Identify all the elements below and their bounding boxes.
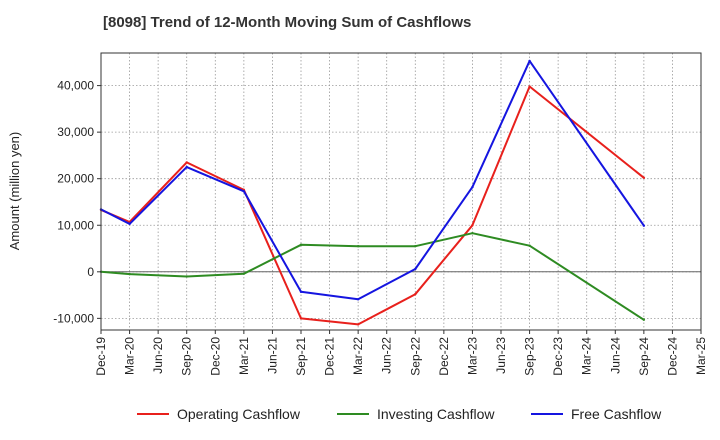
x-tick-label: Sep-22 bbox=[408, 337, 422, 376]
x-tick-label: Sep-23 bbox=[523, 337, 537, 376]
series-point-1 bbox=[414, 245, 417, 248]
x-tick-label: Dec-19 bbox=[94, 337, 108, 376]
series-point-0 bbox=[414, 292, 417, 296]
x-tick-label: Dec-21 bbox=[323, 337, 337, 376]
y-axis-title: Amount (million yen) bbox=[7, 132, 22, 251]
series-point-0 bbox=[356, 323, 360, 326]
legend: Operating Cashflow Investing Cashflow Free… bbox=[137, 406, 662, 422]
x-tick-label: Jun-23 bbox=[494, 337, 508, 374]
x-tick-label: Sep-24 bbox=[637, 337, 651, 376]
x-tick-label: Sep-20 bbox=[180, 337, 194, 376]
x-tick-label: Dec-20 bbox=[208, 337, 222, 376]
series-point-0 bbox=[528, 85, 531, 88]
series-point-1 bbox=[642, 318, 646, 321]
series-point-1 bbox=[185, 275, 188, 278]
x-tick-label: Jun-21 bbox=[265, 337, 279, 374]
x-tick-label: Jun-20 bbox=[151, 337, 165, 374]
series-point-2 bbox=[128, 222, 131, 226]
series-point-2 bbox=[642, 224, 646, 227]
series-point-0 bbox=[185, 161, 188, 164]
y-tick-label: 40,000 bbox=[57, 79, 94, 93]
x-tick-label: Dec-24 bbox=[665, 337, 679, 376]
series-point-1 bbox=[356, 245, 360, 248]
series-line-2 bbox=[100, 59, 645, 301]
series-point-2 bbox=[299, 290, 303, 294]
y-tick-label: 0 bbox=[87, 265, 94, 279]
x-tick-label: Jun-24 bbox=[608, 337, 622, 374]
series-line-1 bbox=[100, 232, 645, 321]
x-tick-label: Mar-20 bbox=[123, 337, 137, 375]
series-point-0 bbox=[471, 224, 474, 227]
series-line-0 bbox=[100, 85, 645, 326]
series-point-0 bbox=[642, 176, 646, 179]
series-point-1 bbox=[128, 272, 131, 276]
legend-label-0: Operating Cashflow bbox=[177, 406, 301, 422]
legend-label-1: Investing Cashflow bbox=[377, 406, 495, 422]
series-group bbox=[99, 59, 646, 326]
y-axis: -10,000 0 10,000 20,000 30,000 40,000 bbox=[53, 79, 101, 325]
x-tick-label: Mar-22 bbox=[351, 337, 365, 375]
series-point-2 bbox=[242, 190, 246, 193]
x-tick-label: Sep-21 bbox=[294, 337, 308, 376]
x-tick-label: Dec-23 bbox=[551, 337, 565, 376]
y-tick-label: 10,000 bbox=[57, 218, 94, 232]
x-tick-label: Dec-22 bbox=[437, 337, 451, 376]
y-tick-label: 20,000 bbox=[57, 172, 94, 186]
x-axis: Dec-19 Mar-20 Jun-20 Sep-20 Dec-20 Mar-21 Jun-… bbox=[94, 330, 708, 376]
x-tick-label: Mar-24 bbox=[580, 337, 594, 375]
series-point-2 bbox=[185, 165, 188, 169]
x-tick-label: Mar-23 bbox=[465, 337, 479, 375]
plot-area bbox=[101, 53, 701, 330]
series-point-2 bbox=[528, 59, 531, 63]
y-tick-label: -10,000 bbox=[53, 311, 94, 325]
series-point-0 bbox=[299, 317, 303, 320]
series-point-1 bbox=[242, 272, 246, 275]
y-tick-label: 30,000 bbox=[57, 125, 94, 139]
chart-title: [8098] Trend of 12-Month Moving Sum of C… bbox=[103, 14, 472, 31]
plot-frame bbox=[100, 52, 702, 331]
x-tick-label: Mar-25 bbox=[694, 337, 708, 375]
series-point-1 bbox=[528, 244, 531, 247]
x-tick-label: Jun-22 bbox=[380, 337, 394, 374]
series-point-1 bbox=[471, 231, 474, 235]
legend-label-2: Free Cashflow bbox=[571, 406, 662, 422]
x-tick-label: Mar-21 bbox=[237, 337, 251, 375]
series-point-1 bbox=[299, 243, 303, 247]
series-point-2 bbox=[356, 298, 360, 301]
series-point-2 bbox=[471, 185, 474, 189]
series-point-2 bbox=[414, 267, 417, 271]
